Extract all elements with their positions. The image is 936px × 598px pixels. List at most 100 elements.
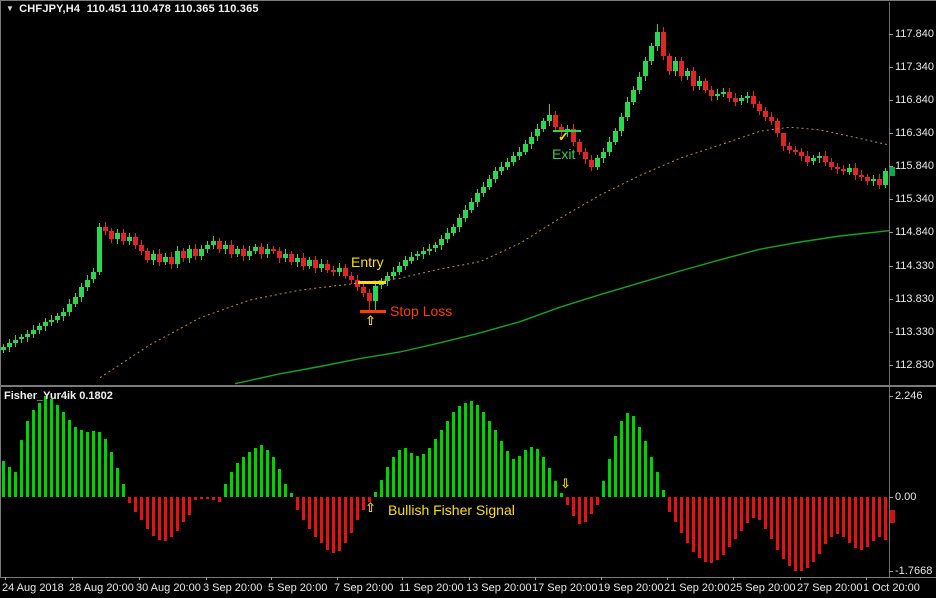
candle	[427, 248, 432, 252]
entry-line[interactable]	[358, 281, 386, 284]
price-axis-label: 117.840	[895, 28, 934, 40]
candle	[415, 253, 420, 257]
price-axis[interactable]: 117.840 117.340 116.840 116.340 115.840 115.3…	[889, 0, 936, 386]
candle	[229, 245, 234, 254]
date-axis-label: 30 Aug 20:00	[136, 582, 201, 594]
candle	[847, 167, 852, 172]
exit-label[interactable]: Exit	[552, 146, 576, 162]
fisher-bar	[416, 455, 419, 497]
fisher-bar	[188, 497, 191, 515]
fisher-axis-label: -1.7668	[895, 565, 933, 577]
candle	[43, 322, 48, 327]
price-axis-label: 116.340	[895, 127, 934, 139]
date-axis[interactable]: 24 Aug 2018 28 Aug 20:00 30 Aug 20:00 3 Sep…	[0, 577, 936, 598]
fisher-bar	[554, 481, 557, 497]
symbol-dropdown-icon[interactable]: ▼	[6, 4, 15, 13]
candle	[433, 245, 438, 249]
candle	[607, 141, 612, 152]
candle	[163, 256, 168, 262]
fisher-bar	[740, 497, 743, 531]
chart-title-overlay[interactable]: ▼ CHFJPY,H4 110.451 110.478 110.365 110.3…	[6, 3, 259, 15]
candle	[727, 91, 732, 98]
price-axis-label: 116.840	[895, 94, 934, 106]
candle	[631, 89, 636, 102]
bullish-signal-arrow-icon: ⇧	[365, 501, 376, 516]
fisher-bar	[272, 457, 275, 497]
candle	[655, 31, 660, 47]
candle	[793, 149, 798, 152]
candle	[91, 271, 96, 280]
candle	[157, 253, 162, 262]
candle	[169, 256, 174, 264]
candle	[571, 129, 576, 142]
candle	[811, 158, 816, 162]
indicator-name-label[interactable]: Fisher_Yur4ik 0.1802	[4, 390, 113, 402]
panel-separator[interactable]	[0, 385, 936, 387]
stop-loss-line[interactable]	[360, 310, 386, 313]
fisher-bar	[626, 412, 629, 497]
candle	[883, 171, 888, 186]
candle	[385, 275, 390, 281]
candle	[691, 71, 696, 87]
price-axis-label: 113.830	[895, 293, 934, 305]
fisher-tick	[889, 571, 893, 572]
fisher-bar	[308, 497, 311, 529]
fisher-bar	[518, 455, 521, 497]
candle	[769, 116, 774, 122]
fisher-bar	[164, 497, 167, 542]
date-axis-label: 13 Sep 20:00	[466, 582, 532, 594]
date-axis-label: 24 Aug 2018	[2, 582, 64, 594]
fisher-bar	[644, 440, 647, 498]
fisher-bar	[734, 497, 737, 539]
exit-line[interactable]	[553, 130, 581, 132]
fisher-bar	[476, 404, 479, 497]
candle	[553, 115, 558, 128]
fisher-bar	[884, 497, 887, 540]
candle	[577, 141, 582, 152]
date-axis-label: 19 Sep 20:00	[598, 582, 664, 594]
price-axis-line	[889, 2, 890, 577]
candle	[355, 279, 360, 287]
candle	[301, 257, 306, 266]
candle	[679, 61, 684, 77]
fisher-bar	[650, 456, 653, 497]
fisher-bar	[50, 398, 53, 497]
date-axis-label: 5 Sep 20:00	[268, 582, 328, 594]
price-tick	[889, 266, 893, 267]
fisher-axis[interactable]: 2.246 0.00 -1.7668	[889, 387, 936, 577]
candle	[703, 81, 708, 90]
date-tick	[535, 577, 536, 580]
candle	[523, 143, 528, 152]
fisher-bar	[134, 497, 137, 512]
candle	[403, 260, 408, 266]
fisher-bar	[806, 497, 809, 569]
bullish-signal-label[interactable]: Bullish Fisher Signal	[388, 502, 515, 518]
candle	[349, 275, 354, 280]
fisher-bar	[824, 497, 827, 544]
price-tick	[889, 365, 893, 366]
fisher-bar	[854, 497, 857, 549]
fisher-bar	[464, 402, 467, 497]
candle	[97, 226, 102, 272]
fisher-bar	[368, 497, 371, 502]
candle	[799, 151, 804, 157]
fisher-bar	[716, 497, 719, 560]
candle	[67, 303, 72, 312]
candle	[181, 251, 186, 259]
fisher-bar	[116, 467, 119, 498]
candle	[535, 128, 540, 137]
candle	[307, 259, 312, 266]
candle	[469, 201, 474, 210]
date-tick	[800, 577, 801, 580]
candle	[193, 249, 198, 257]
fisher-bar	[494, 430, 497, 497]
fisher-bar	[590, 497, 593, 514]
candle	[139, 244, 144, 252]
stop-loss-label[interactable]: Stop Loss	[390, 303, 453, 319]
entry-label[interactable]: Entry	[351, 254, 384, 270]
date-tick	[667, 577, 668, 580]
fisher-bar	[32, 409, 35, 497]
candle	[277, 251, 282, 259]
candle	[475, 193, 480, 202]
candle	[733, 97, 738, 102]
